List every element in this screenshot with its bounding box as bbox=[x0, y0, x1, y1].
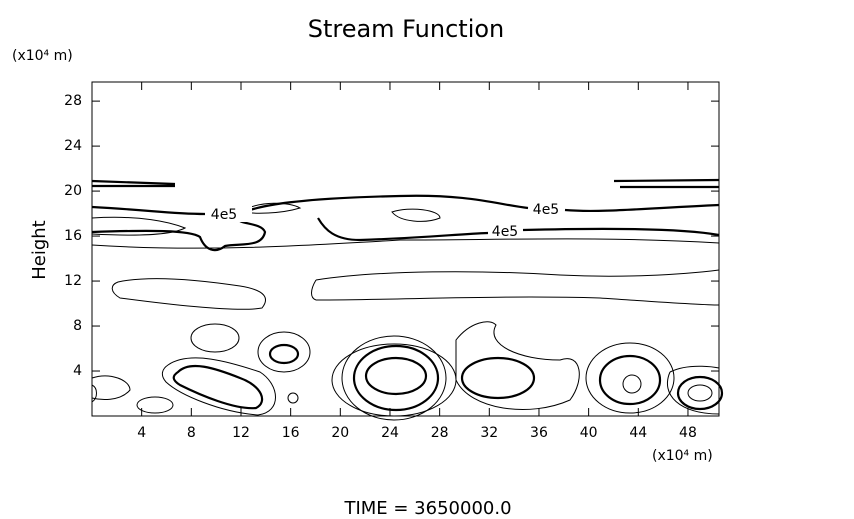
x-tick-label: 40 bbox=[580, 425, 598, 441]
contour-label: 4e5 bbox=[533, 202, 559, 218]
plot-frame bbox=[91, 81, 720, 417]
y-tick-label: 4 bbox=[73, 363, 82, 379]
y-unit-label: (x10⁴ m) bbox=[12, 48, 73, 64]
x-tick-label: 36 bbox=[530, 425, 548, 441]
x-tick-label: 8 bbox=[187, 425, 196, 441]
y-tick-label: 20 bbox=[64, 183, 82, 199]
x-tick-label: 28 bbox=[431, 425, 449, 441]
y-tick-label: 24 bbox=[64, 138, 82, 154]
x-unit-label: (x10⁴ m) bbox=[652, 448, 713, 464]
y-tick-label: 12 bbox=[64, 273, 82, 289]
x-tick-label: 20 bbox=[331, 425, 349, 441]
chart-title: Stream Function bbox=[308, 15, 505, 43]
y-tick-label: 16 bbox=[64, 228, 82, 244]
contours bbox=[91, 178, 724, 421]
x-tick-label: 24 bbox=[381, 425, 399, 441]
y-tick-label: 8 bbox=[73, 318, 82, 334]
x-tick-label: 32 bbox=[480, 425, 498, 441]
x-tick-label: 12 bbox=[232, 425, 250, 441]
x-tick-label: 4 bbox=[137, 425, 146, 441]
footer: TIME = 3650000.0 bbox=[343, 498, 511, 519]
y-tick-label: 28 bbox=[64, 93, 82, 109]
contour-label: 4e5 bbox=[211, 207, 237, 223]
x-tick-label: 16 bbox=[282, 425, 300, 441]
y-axis-label: Height bbox=[29, 220, 50, 280]
contour-label: 4e5 bbox=[492, 224, 518, 240]
label-bg bbox=[226, 206, 252, 222]
x-tick-label: 48 bbox=[679, 425, 697, 441]
x-tick-label: 44 bbox=[629, 425, 647, 441]
